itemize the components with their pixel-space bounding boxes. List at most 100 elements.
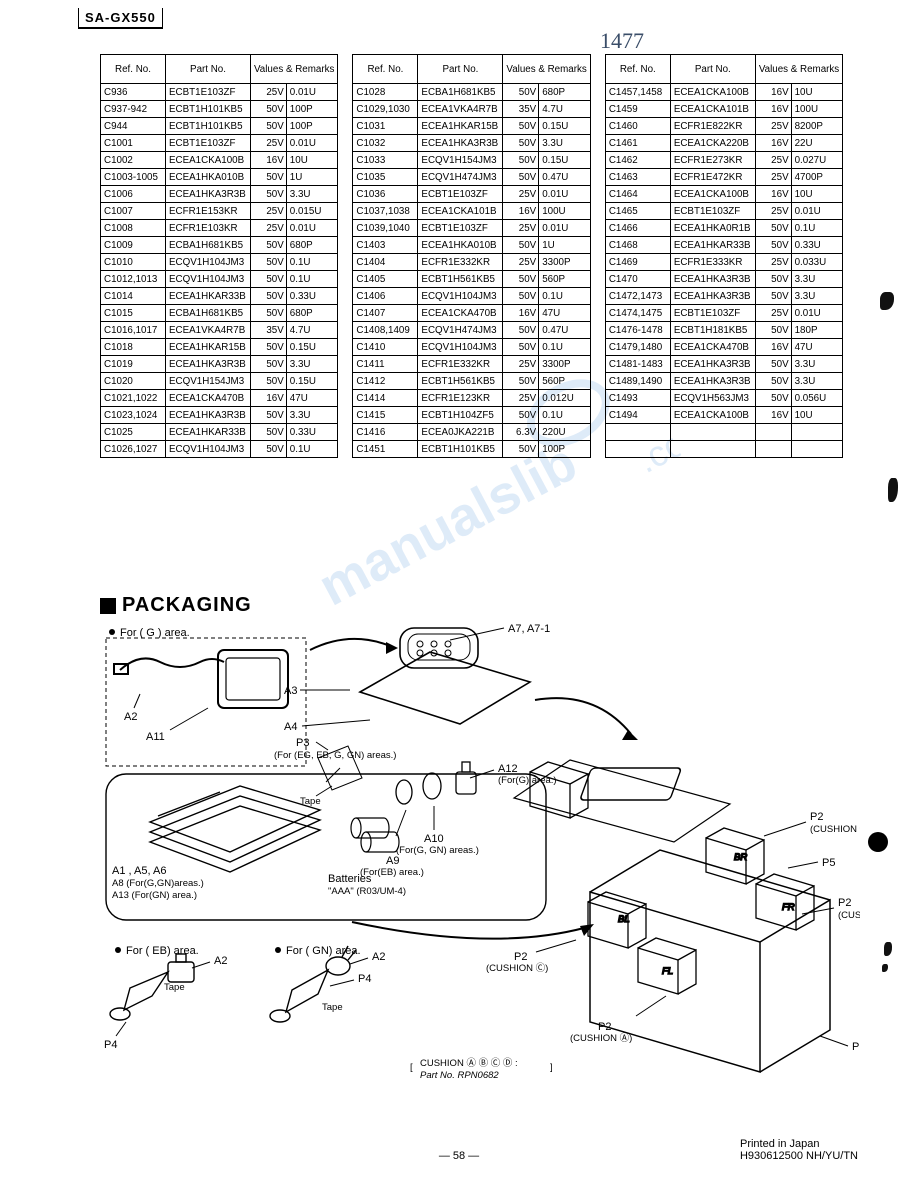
table-row: C1470ECEA1HKA3R3B50V3.3U — [605, 271, 842, 288]
table-row: C1474,1475ECBT1E103ZF25V0.01U — [605, 305, 842, 322]
svg-text:Tape: Tape — [164, 982, 185, 993]
table-row: C1407ECEA1CKA470B16V47U — [353, 305, 590, 322]
table-row: C1459ECEA1CKA101B16V100U — [605, 101, 842, 118]
table-row: C1462ECFR1E273KR25V0.027U — [605, 152, 842, 169]
svg-text:(For(G) area.): (For(G) area.) — [498, 775, 557, 786]
svg-text:P5: P5 — [822, 857, 835, 869]
svg-text:P2: P2 — [810, 811, 823, 823]
table-row: C1028ECBA1H681KB550V680P — [353, 84, 590, 101]
table-row: C1406ECQV1H104JM350V0.1U — [353, 288, 590, 305]
packaging-heading: PACKAGING — [100, 594, 252, 617]
parts-tables: Ref. No.Part No.Values & RemarksC936ECBT… — [100, 54, 843, 458]
table-row: C1007ECFR1E153KR25V0.015U — [101, 203, 338, 220]
table-row: C1021,1022ECEA1CKA470B16V47U — [101, 390, 338, 407]
table-row: C1457,1458ECEA1CKA100B16V10U — [605, 84, 842, 101]
svg-text:Batteries: Batteries — [328, 873, 372, 885]
svg-text:A2: A2 — [124, 711, 137, 723]
table-row: C1037,1038ECEA1CKA101B16V100U — [353, 203, 590, 220]
table-row: C944ECBT1H101KB550V100P — [101, 118, 338, 135]
svg-text:[: [ — [410, 1062, 413, 1073]
table-row: C1025ECEA1HKAR33B50V0.33U — [101, 424, 338, 441]
table-row: C937-942ECBT1H101KB550V100P — [101, 101, 338, 118]
table-row: C1035ECQV1H474JM350V0.47U — [353, 169, 590, 186]
svg-text:A1 , A5, A6: A1 , A5, A6 — [112, 865, 166, 877]
table-row: C1465ECBT1E103ZF25V0.01U — [605, 203, 842, 220]
parts-table-1: Ref. No.Part No.Values & RemarksC936ECBT… — [100, 54, 338, 458]
svg-text:A4: A4 — [284, 721, 297, 733]
handwritten-page: 1477 — [600, 28, 644, 54]
table-row — [605, 424, 842, 441]
table-row: C1019ECEA1HKA3R3B50V3.3U — [101, 356, 338, 373]
table-row: C1033ECQV1H154JM350V0.15U — [353, 152, 590, 169]
svg-text:(CUSHION Ⓒ): (CUSHION Ⓒ) — [486, 963, 548, 974]
svg-text:For ( EB) area.: For ( EB) area. — [126, 945, 199, 957]
svg-text:(For (EG, EB, G, GN) areas.): (For (EG, EB, G, GN) areas.) — [274, 750, 396, 761]
svg-text:BL: BL — [618, 914, 630, 925]
table-row: C1029,1030ECEA1VKA4R7B35V4.7U — [353, 101, 590, 118]
svg-text:FL: FL — [662, 966, 673, 977]
table-row: C1412ECBT1H561KB550V560P — [353, 373, 590, 390]
table-row: C1414ECFR1E123KR25V0.012U — [353, 390, 590, 407]
svg-text:For ( GN) area.: For ( GN) area. — [286, 945, 361, 957]
svg-text:P2: P2 — [838, 897, 851, 909]
table-row — [605, 441, 842, 458]
table-row: C1481-1483ECEA1HKA3R3B50V3.3U — [605, 356, 842, 373]
svg-text:A11: A11 — [146, 731, 165, 743]
scan-smudge — [888, 478, 898, 502]
table-row: C1476-1478ECBT1H181KB550V180P — [605, 322, 842, 339]
table-row: C1464ECEA1CKA100B16V10U — [605, 186, 842, 203]
packaging-diagram: For ( G ) area. A2 A11 A7, A7-1 A3 A4 A1… — [100, 622, 860, 1112]
svg-text:BR: BR — [734, 852, 747, 863]
svg-text:A13 (For(GN) area.): A13 (For(GN) area.) — [112, 890, 197, 901]
svg-text:manualslib: manualslib — [309, 432, 586, 617]
svg-text:P4: P4 — [358, 973, 371, 985]
svg-text:A8 (For(G,GN)areas.): A8 (For(G,GN)areas.) — [112, 878, 204, 889]
table-row: C1031ECEA1HKAR15B50V0.15U — [353, 118, 590, 135]
table-row: C1489,1490ECEA1HKA3R3B50V3.3U — [605, 373, 842, 390]
table-row: C1461ECEA1CKA220B16V22U — [605, 135, 842, 152]
svg-text:CUSHION Ⓐ Ⓑ Ⓒ Ⓓ :: CUSHION Ⓐ Ⓑ Ⓒ Ⓓ : — [420, 1058, 518, 1069]
square-bullet-icon — [100, 598, 116, 614]
table-row: C1012,1013ECQV1H104JM350V0.1U — [101, 271, 338, 288]
svg-text:(CUSHION Ⓑ): (CUSHION Ⓑ) — [838, 910, 860, 921]
table-row: C1479,1480ECEA1CKA470B16V47U — [605, 339, 842, 356]
scan-smudge — [880, 292, 894, 310]
table-row: C1008ECFR1E103KR25V0.01U — [101, 220, 338, 237]
svg-text:(For(G, GN) areas.): (For(G, GN) areas.) — [396, 845, 479, 856]
svg-text:A9: A9 — [386, 855, 399, 867]
svg-text:P1: P1 — [852, 1041, 860, 1053]
svg-text:A10: A10 — [424, 833, 444, 845]
table-row: C1404ECFR1E332KR25V3300P — [353, 254, 590, 271]
table-row: C1032ECEA1HKA3R3B50V3.3U — [353, 135, 590, 152]
svg-text:A3: A3 — [284, 685, 297, 697]
table-row: C1014ECEA1HKAR33B50V0.33U — [101, 288, 338, 305]
table-row: C1415ECBT1H104ZF550V0.1U — [353, 407, 590, 424]
svg-text:]: ] — [550, 1062, 553, 1073]
model-label: SA-GX550 — [78, 8, 163, 29]
table-row: C1002ECEA1CKA100B16V10U — [101, 152, 338, 169]
table-row: C1026,1027ECQV1H104JM350V0.1U — [101, 441, 338, 458]
table-row: C1405ECBT1H561KB550V560P — [353, 271, 590, 288]
table-row: C1469ECFR1E333KR25V0.033U — [605, 254, 842, 271]
svg-text:A12: A12 — [498, 763, 518, 775]
table-row: C1472,1473ECEA1HKA3R3B50V3.3U — [605, 288, 842, 305]
table-row: C1016,1017ECEA1VKA4R7B35V4.7U — [101, 322, 338, 339]
table-row: C1493ECQV1H563JM350V0.056U — [605, 390, 842, 407]
table-row: C1468ECEA1HKAR33B50V0.33U — [605, 237, 842, 254]
svg-text:P2: P2 — [514, 951, 527, 963]
table-row: C1010ECQV1H104JM350V0.1U — [101, 254, 338, 271]
svg-text:"AAA" (R03/UM-4): "AAA" (R03/UM-4) — [328, 886, 406, 897]
table-row: C1023,1024ECEA1HKA3R3B50V3.3U — [101, 407, 338, 424]
label-far-g: For ( G ) area. — [120, 627, 190, 639]
scan-smudge — [882, 964, 888, 972]
table-row: C1408,1409ECQV1H474JM350V0.47U — [353, 322, 590, 339]
table-row: C936ECBT1E103ZF25V0.01U — [101, 84, 338, 101]
table-row: C1451ECBT1H101KB550V100P — [353, 441, 590, 458]
table-row: C1006ECEA1HKA3R3B50V3.3U — [101, 186, 338, 203]
table-row: C1463ECFR1E472KR25V4700P — [605, 169, 842, 186]
svg-text:Tape: Tape — [322, 1002, 343, 1013]
svg-text:A7, A7-1: A7, A7-1 — [508, 623, 550, 635]
table-row: C1003-1005ECEA1HKA010B50V1U — [101, 169, 338, 186]
svg-text:(CUSHION Ⓐ): (CUSHION Ⓐ) — [570, 1033, 632, 1044]
table-row: C1001ECBT1E103ZF25V0.01U — [101, 135, 338, 152]
